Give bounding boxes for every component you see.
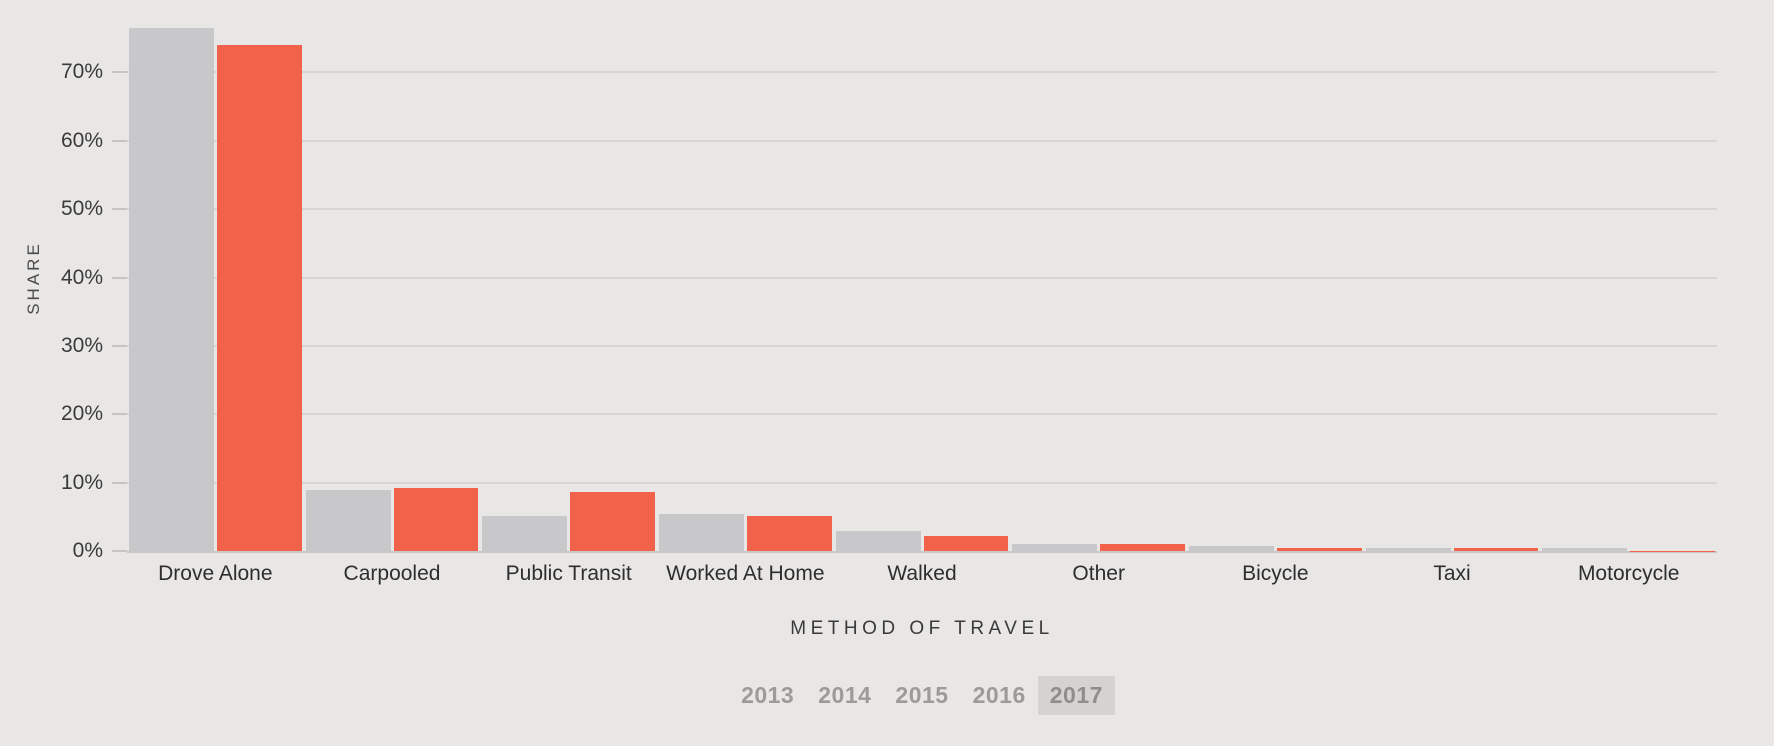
bar-group-walked xyxy=(834,4,1011,551)
bar-orange-worked-at-home[interactable] xyxy=(746,516,832,551)
category-label-motorcycle: Motorcycle xyxy=(1577,562,1680,585)
y-tick-50pct: 50% xyxy=(61,197,127,221)
year-option-2014[interactable]: 2014 xyxy=(818,682,872,708)
gridline-30pct xyxy=(127,344,1717,347)
y-tick-label-20pct: 20% xyxy=(60,402,103,426)
category-label-carpooled: Carpooled xyxy=(343,562,441,585)
year-option-2015[interactable]: 2015 xyxy=(895,682,949,708)
y-tick-30pct: 30% xyxy=(61,334,127,358)
gridline-60pct xyxy=(127,139,1717,142)
bar-orange-bicycle[interactable] xyxy=(1276,547,1362,551)
y-tick-label-30pct: 30% xyxy=(60,333,103,357)
y-tick-mark-icon xyxy=(112,208,127,211)
y-tick-10pct: 10% xyxy=(61,471,127,495)
bar-gray-walked[interactable] xyxy=(835,531,921,551)
year-option-2016[interactable]: 2016 xyxy=(972,682,1026,708)
x-labels: Drove Alone Carpooled Public Transit Worked… xyxy=(127,562,1717,586)
y-tick-mark-icon xyxy=(112,71,127,74)
bar-groups xyxy=(127,4,1717,551)
year-option-2013[interactable]: 2013 xyxy=(741,682,795,708)
category-label-drove-alone: Drove Alone xyxy=(158,562,273,585)
year-option-2017[interactable]: 2017 xyxy=(1037,676,1115,715)
category-label-bicycle: Bicycle xyxy=(1242,562,1309,585)
bar-orange-other[interactable] xyxy=(1100,544,1185,551)
y-tick-mark-icon xyxy=(112,139,127,142)
gridline-10pct xyxy=(127,481,1717,484)
plot-area: 0% 10% 20% 30% 40% 50% 60% 70% xyxy=(61,4,1717,562)
y-tick-0pct: 0% xyxy=(73,539,127,563)
bar-gray-taxi[interactable] xyxy=(1365,548,1451,551)
bar-group-taxi xyxy=(1364,4,1541,551)
y-tick-70pct: 70% xyxy=(61,60,127,84)
y-tick-mark-icon xyxy=(112,413,127,416)
x-axis-title: METHOD OF TRAVEL xyxy=(790,618,1054,639)
y-tick-label-40pct: 40% xyxy=(60,265,103,289)
y-tick-label-0pct: 0% xyxy=(72,539,103,562)
bar-gray-other[interactable] xyxy=(1012,544,1098,551)
bar-group-worked-at-home xyxy=(657,4,834,551)
bar-orange-taxi[interactable] xyxy=(1453,547,1539,551)
y-tick-mark-icon xyxy=(112,344,127,347)
category-label-taxi: Taxi xyxy=(1433,562,1471,585)
y-tick-label-50pct: 50% xyxy=(60,197,103,221)
y-tick-40pct: 40% xyxy=(61,266,127,290)
bar-group-public-transit xyxy=(480,4,657,551)
bar-orange-public-transit[interactable] xyxy=(570,491,655,551)
y-tick-mark-icon xyxy=(112,550,127,552)
category-label-public-transit: Public Transit xyxy=(505,562,632,585)
bar-orange-drove-alone[interactable] xyxy=(216,45,302,551)
y-tick-mark-icon xyxy=(112,481,127,484)
bar-group-motorcycle xyxy=(1540,4,1717,551)
y-tick-60pct: 60% xyxy=(61,129,127,153)
gridline-50pct xyxy=(127,208,1717,211)
bar-orange-walked[interactable] xyxy=(923,535,1009,551)
bar-gray-carpooled[interactable] xyxy=(305,490,391,551)
y-tick-label-60pct: 60% xyxy=(60,128,103,152)
bar-group-drove-alone xyxy=(127,4,304,551)
y-tick-mark-icon xyxy=(112,276,127,279)
year-selector: 2013 2014 2015 2016 2017 xyxy=(127,676,1717,715)
y-tick-label-10pct: 10% xyxy=(60,470,103,494)
y-axis-title: SHARE xyxy=(24,240,44,315)
y-tick-20pct: 20% xyxy=(61,402,127,426)
category-label-other: Other xyxy=(1072,562,1125,585)
bar-orange-carpooled[interactable] xyxy=(393,488,479,551)
gridline-20pct xyxy=(127,413,1717,416)
bar-gray-bicycle[interactable] xyxy=(1189,546,1274,551)
category-label-worked-at-home: Worked At Home xyxy=(666,562,825,585)
bar-gray-drove-alone[interactable] xyxy=(129,27,214,551)
gridline-40pct xyxy=(127,276,1717,279)
y-tick-label-70pct: 70% xyxy=(60,60,103,84)
bar-gray-worked-at-home[interactable] xyxy=(659,514,744,551)
y-axis-title-wrap: SHARE xyxy=(0,4,68,551)
gridline-70pct xyxy=(127,71,1717,74)
bar-group-other xyxy=(1010,4,1187,551)
bar-gray-public-transit[interactable] xyxy=(482,516,568,551)
bar-group-carpooled xyxy=(304,4,481,551)
bar-group-bicycle xyxy=(1187,4,1364,551)
category-label-walked: Walked xyxy=(887,562,957,585)
bar-gray-motorcycle[interactable] xyxy=(1542,548,1628,551)
